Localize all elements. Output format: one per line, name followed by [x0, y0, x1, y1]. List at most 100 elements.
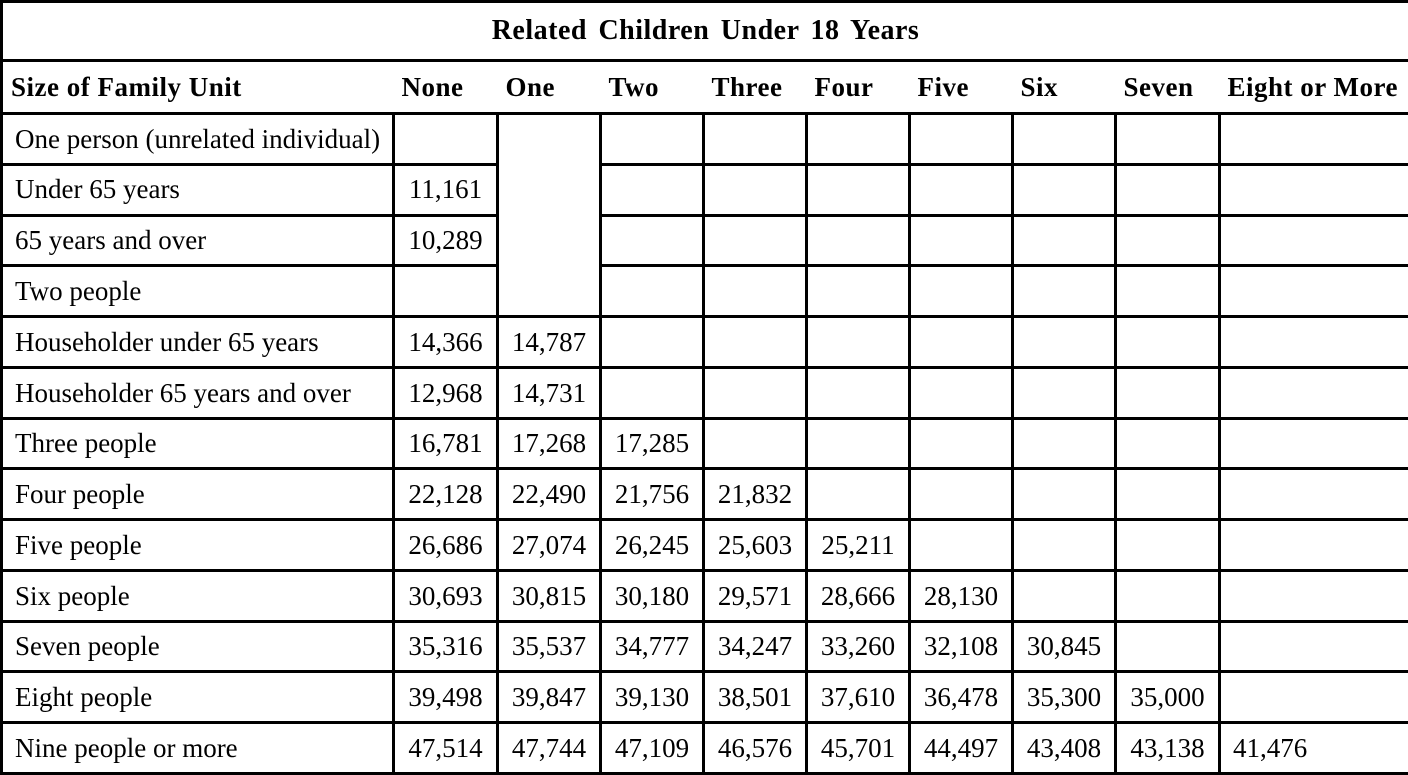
value-cell [1217, 112, 1408, 166]
value-cell [908, 467, 1014, 522]
value-cell [1011, 213, 1117, 268]
value-cell [908, 112, 1014, 166]
value-cell [599, 315, 705, 369]
table-row: Householder under 65 years 14,366 14,787 [0, 315, 1408, 369]
row-label: One person (unrelated individual) [0, 112, 395, 166]
value-cell [702, 112, 808, 166]
value-cell [702, 416, 808, 471]
row-label: Six people [0, 568, 395, 623]
value-cell: 33,260 [805, 619, 911, 674]
value-cell: 44,497 [908, 721, 1014, 775]
value-cell: 32,108 [908, 619, 1014, 674]
column-header-six: Six [1012, 59, 1116, 115]
value-cell [702, 264, 808, 319]
table-row: Nine people or more 47,514 47,744 47,109 46,… [0, 721, 1408, 775]
value-cell [599, 365, 705, 420]
row-label: Two people [0, 264, 395, 319]
value-cell: 29,571 [702, 568, 808, 623]
value-cell [805, 467, 911, 522]
value-cell [1114, 518, 1221, 572]
row-label: Three people [0, 416, 395, 471]
value-cell [1011, 365, 1117, 420]
table-row: One person (unrelated individual) [0, 111, 1408, 319]
value-cell: 16,781 [392, 416, 499, 471]
value-cell: 36,478 [908, 670, 1014, 725]
value-cell: 47,109 [599, 721, 705, 775]
row-label: Seven people [0, 619, 395, 674]
table-title: Related Children Under 18 Years [0, 0, 1408, 62]
value-cell: 30,845 [1011, 619, 1117, 674]
value-cell: 14,787 [496, 315, 602, 369]
title-row: Related Children Under 18 Years [0, 0, 1408, 62]
column-header-one: One [497, 59, 601, 115]
value-cell [702, 365, 808, 420]
value-cell: 35,316 [392, 619, 499, 674]
value-cell [805, 264, 911, 319]
value-cell: 28,666 [805, 568, 911, 623]
value-cell: 26,245 [599, 518, 705, 572]
column-header-none: None [393, 59, 498, 115]
value-cell [908, 213, 1014, 268]
value-cell [1114, 264, 1221, 319]
value-cell: 22,128 [392, 467, 499, 522]
table-row: Under 65 years 11,161 [0, 162, 1408, 217]
row-label: Under 65 years [0, 162, 395, 217]
value-cell [1011, 315, 1117, 369]
value-cell [1114, 619, 1221, 674]
value-cell [599, 213, 705, 268]
value-cell [805, 315, 911, 369]
value-cell [1114, 365, 1221, 420]
value-cell [908, 365, 1014, 420]
value-cell [805, 213, 911, 268]
value-cell: 35,000 [1114, 670, 1221, 725]
table-row: Five people 26,686 27,074 26,245 25,603 25,21… [0, 518, 1408, 572]
value-cell [1011, 112, 1117, 166]
value-cell: 12,968 [392, 365, 499, 420]
value-cell: 27,074 [496, 518, 602, 572]
row-label: Householder 65 years and over [0, 365, 395, 420]
value-cell: 10,289 [392, 213, 499, 268]
value-cell [599, 162, 705, 217]
table-row: Seven people 35,316 35,537 34,777 34,247 33,2… [0, 619, 1408, 674]
table-row: 65 years and over 10,289 [0, 213, 1408, 268]
value-cell: 14,366 [392, 315, 499, 369]
value-cell [1217, 213, 1408, 268]
value-cell [392, 264, 499, 319]
column-header-three: Three [703, 59, 807, 115]
row-label: Five people [0, 518, 395, 572]
value-cell: 21,832 [702, 467, 808, 522]
value-cell [1011, 467, 1117, 522]
value-cell: 35,537 [496, 619, 602, 674]
value-cell: 14,731 [496, 365, 602, 420]
column-header-size-of-family-unit: Size of Family Unit [1, 59, 394, 115]
value-cell [1217, 264, 1408, 319]
table-row: Four people 22,128 22,490 21,756 21,832 [0, 467, 1408, 522]
value-cell [1114, 162, 1221, 217]
value-cell: 17,285 [599, 416, 705, 471]
column-header-row: Size of Family Unit None One Two Three F… [1, 59, 1408, 115]
value-cell [908, 264, 1014, 319]
table-body: One person (unrelated individual) Under 6… [0, 111, 1408, 775]
value-cell: 37,610 [805, 670, 911, 725]
row-label: 65 years and over [0, 213, 395, 268]
table-row: Eight people 39,498 39,847 39,130 38,501 37,6… [0, 670, 1408, 725]
merged-empty-cell [496, 111, 602, 319]
value-cell [1011, 568, 1117, 623]
value-cell [599, 112, 705, 166]
value-cell [1114, 315, 1221, 369]
value-cell: 26,686 [392, 518, 499, 572]
value-cell: 30,180 [599, 568, 705, 623]
value-cell [908, 315, 1014, 369]
value-cell [1217, 315, 1408, 369]
value-cell: 11,161 [392, 162, 499, 217]
value-cell [1217, 365, 1408, 420]
value-cell [1011, 264, 1117, 319]
value-cell: 43,408 [1011, 721, 1117, 775]
value-cell [1114, 112, 1221, 166]
value-cell: 34,777 [599, 619, 705, 674]
value-cell: 38,501 [702, 670, 808, 725]
value-cell [805, 365, 911, 420]
value-cell [1114, 467, 1221, 522]
value-cell: 22,490 [496, 467, 602, 522]
